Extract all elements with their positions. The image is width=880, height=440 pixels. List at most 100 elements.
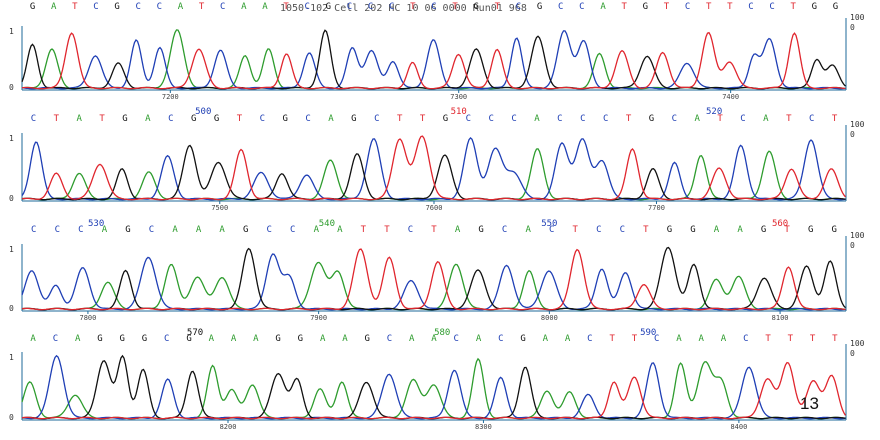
base-call: A <box>231 334 237 344</box>
base-call: A <box>676 334 682 344</box>
base-call: C <box>31 114 36 124</box>
base-position-label: 590 <box>640 328 656 338</box>
y-tick-label: 1 <box>9 134 14 143</box>
base-call: T <box>765 334 771 344</box>
y-tick-label: 0 <box>9 194 14 203</box>
base-call: G <box>761 225 766 235</box>
base-call: G <box>474 2 479 12</box>
base-call: C <box>135 2 140 12</box>
base-call: T <box>237 114 243 124</box>
base-call: T <box>717 114 723 124</box>
base-call: A <box>431 334 437 344</box>
base-call: G <box>120 334 125 344</box>
trace-C-channel <box>21 136 846 201</box>
base-call: C <box>672 114 677 124</box>
base-call: G <box>667 225 672 235</box>
base-call: C <box>260 114 265 124</box>
base-call: G <box>520 334 525 344</box>
base-call: G <box>122 114 127 124</box>
base-call: T <box>784 225 790 235</box>
trace-panel-2: 500 510 520 C T A T G A C G G T C G C A G C T T G C C C A C C C T G C A T… <box>9 107 865 212</box>
base-call: T <box>283 2 289 12</box>
base-call: G <box>275 334 280 344</box>
base-call: G <box>351 114 356 124</box>
base-call: A <box>241 2 247 12</box>
trace-T-channel <box>21 31 846 90</box>
base-call: C <box>511 114 516 124</box>
base-position-label: 500 <box>195 107 211 117</box>
trace-T-channel <box>21 248 846 311</box>
base-call: C <box>389 2 394 12</box>
y-tick-label: 0 <box>9 304 14 313</box>
base-call: A <box>600 2 606 12</box>
quality-tick-label: 100 <box>850 231 865 240</box>
base-call: C <box>55 225 60 235</box>
base-call: C <box>748 2 753 12</box>
base-call: C <box>266 225 271 235</box>
scan-tick-label: 7700 <box>648 204 665 212</box>
base-call: T <box>420 114 426 124</box>
base-call: A <box>699 334 705 344</box>
base-call: T <box>664 2 670 12</box>
trace-A-channel <box>21 357 846 420</box>
y-tick-label: 0 <box>9 413 14 422</box>
scan-tick-label: 7400 <box>722 93 739 101</box>
base-call: T <box>72 2 78 12</box>
trace-G-channel <box>21 29 846 90</box>
trace-G-channel <box>21 354 846 420</box>
base-call: G <box>243 225 248 235</box>
base-call: G <box>214 114 219 124</box>
trace-panel-1: G A T C G C C A T C A A T C G C C C T C T G T C G C C A T G T C T T C C T G G1… <box>9 2 865 101</box>
base-call: T <box>495 2 501 12</box>
base-call: T <box>727 2 733 12</box>
base-call: C <box>580 114 585 124</box>
trace-G-channel <box>21 246 846 311</box>
base-call: T <box>384 225 390 235</box>
base-call: A <box>328 114 334 124</box>
base-call: T <box>397 114 403 124</box>
base-call: T <box>626 114 632 124</box>
base-call: T <box>786 114 792 124</box>
base-call: C <box>685 2 690 12</box>
base-call: C <box>502 225 507 235</box>
base-call: C <box>149 225 154 235</box>
base-position-label: 580 <box>434 328 450 338</box>
scan-tick-label: 7200 <box>162 93 179 101</box>
base-call: G <box>97 334 102 344</box>
trace-A-channel <box>21 29 846 90</box>
base-call: A <box>342 334 348 344</box>
base-call: C <box>220 2 225 12</box>
base-call: G <box>690 225 695 235</box>
base-call: C <box>431 2 436 12</box>
base-call: C <box>587 334 592 344</box>
base-position-label: 520 <box>706 107 722 117</box>
trace-T-channel <box>21 135 846 201</box>
trace-panel-3: 530 540 550 560 C C C A G C A A A G C C A A T T C T A G C A C T C C T G… <box>9 219 865 322</box>
quality-tick-label: 0 <box>850 23 855 32</box>
scan-tick-label: 7900 <box>310 314 327 322</box>
base-call: A <box>476 334 482 344</box>
trace-header: 1050-102 Cell 202 HC 10 06 0000 Run01 96… <box>280 3 527 14</box>
trace-T-channel <box>21 361 847 420</box>
base-call: A <box>525 225 531 235</box>
base-call: G <box>364 334 369 344</box>
base-call: C <box>93 2 98 12</box>
base-call: T <box>573 225 579 235</box>
base-call: A <box>102 225 108 235</box>
scan-tick-label: 7500 <box>211 204 228 212</box>
base-call: T <box>832 334 838 344</box>
base-call: C <box>368 2 373 12</box>
base-call: G <box>649 114 654 124</box>
base-call: A <box>262 2 268 12</box>
base-call: C <box>387 334 392 344</box>
base-call: A <box>695 114 701 124</box>
scan-tick-label: 7800 <box>79 314 96 322</box>
base-call: C <box>740 114 745 124</box>
base-call: T <box>810 334 816 344</box>
trace-panel-4: 570 580 590 A C A G G G C G A A A G G A A G C A A C A C G A A C T T C A A… <box>9 328 865 431</box>
base-call: T <box>790 2 796 12</box>
base-call: T <box>431 225 437 235</box>
base-position-label: 560 <box>772 219 788 229</box>
base-call: G <box>808 225 813 235</box>
y-tick-label: 1 <box>9 353 14 362</box>
